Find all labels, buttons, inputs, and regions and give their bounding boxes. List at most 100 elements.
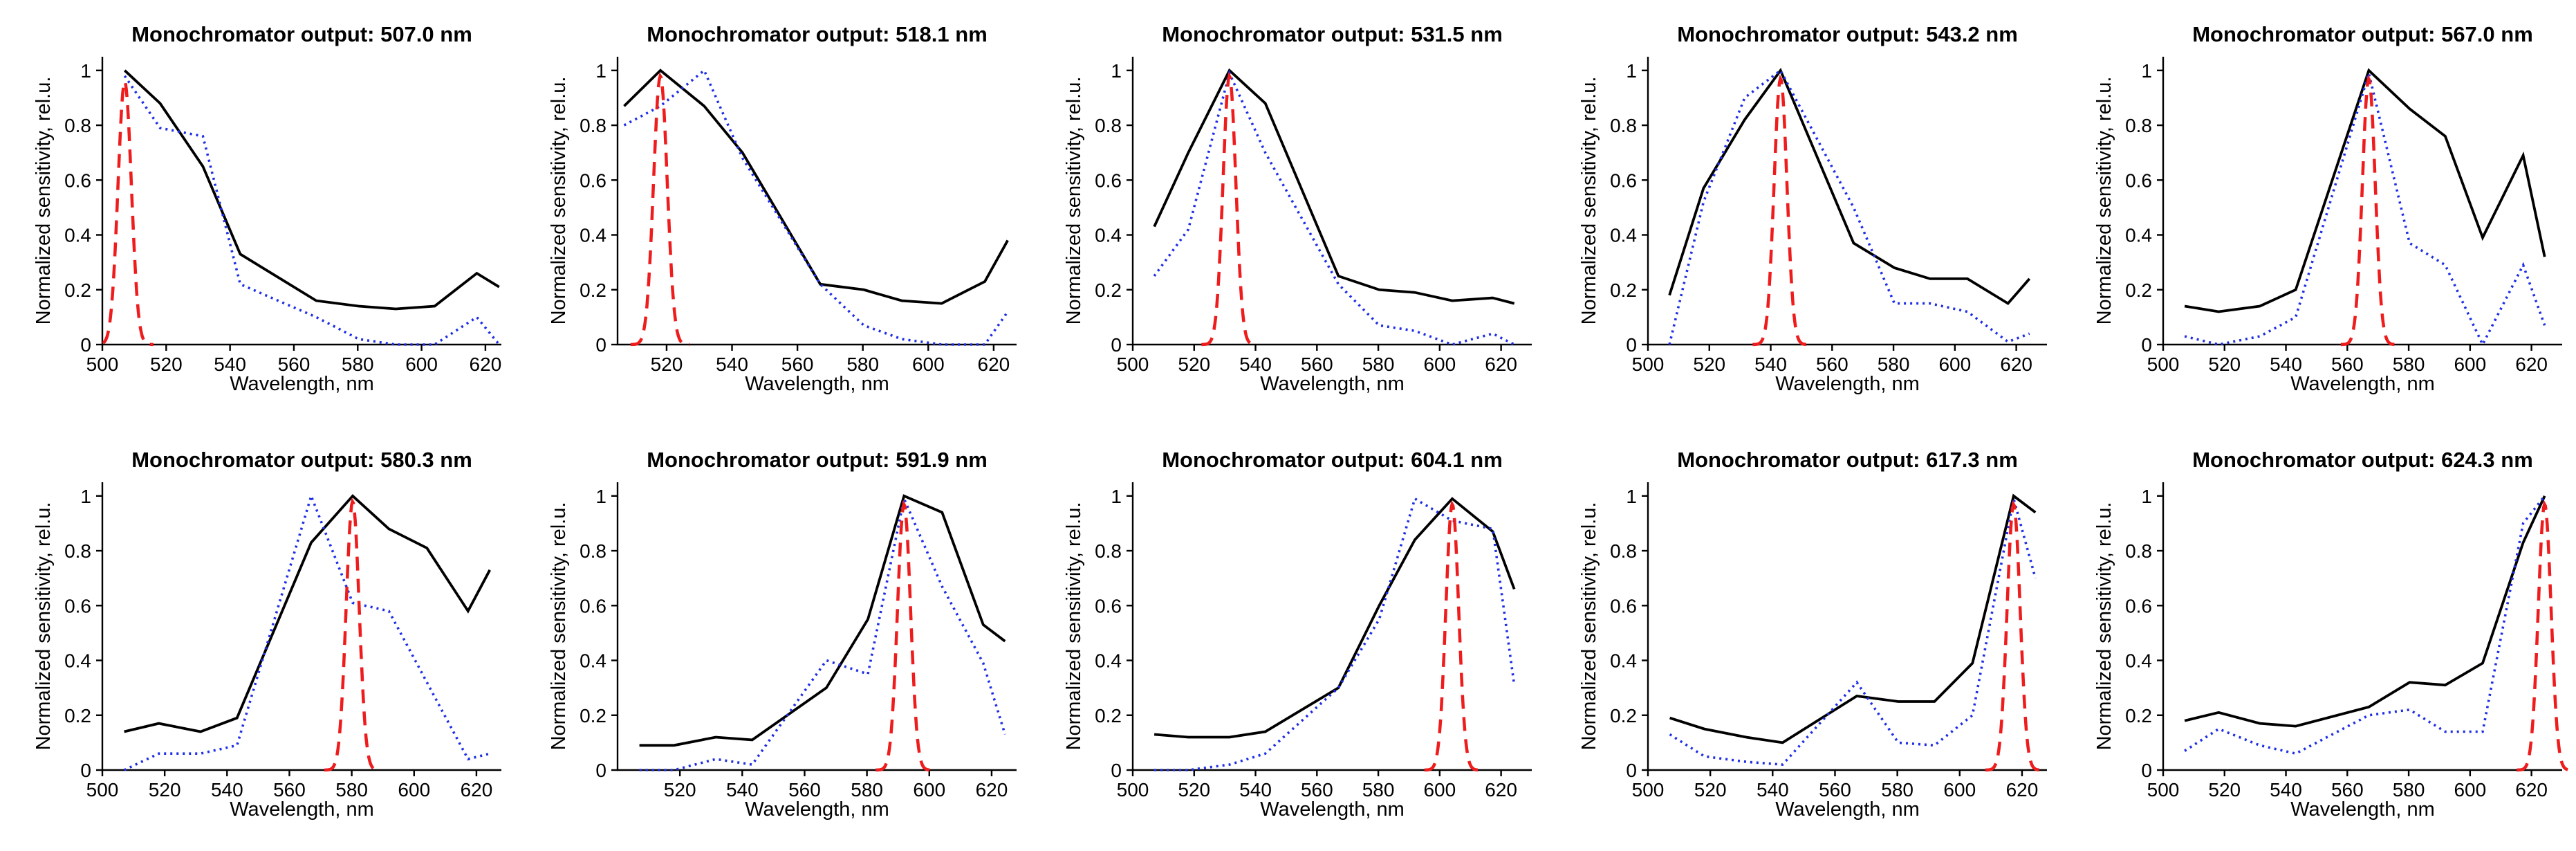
x-axis-label: Wavelength, nm [230, 798, 373, 821]
y-tick-label: 1 [2141, 486, 2152, 507]
solid-series-line [124, 494, 491, 733]
y-tick-label: 1 [1626, 60, 1637, 82]
x-tick-label: 580 [846, 354, 879, 375]
y-tick-label: 0.2 [580, 280, 606, 301]
monochromator-peak-line [875, 500, 932, 772]
x-tick-label: 600 [1423, 354, 1456, 375]
y-tick-label: 0 [1626, 760, 1637, 781]
x-tick-label: 540 [726, 779, 759, 800]
x-tick-label: 580 [335, 779, 368, 800]
y-tick-label: 0 [80, 334, 91, 356]
dotted-series-line [623, 68, 1009, 346]
x-tick-label: 560 [273, 779, 306, 800]
x-axis-label: Wavelength, nm [745, 373, 889, 395]
y-axis-label: Normalized sensitivity, rel.u. [1063, 502, 1085, 751]
x-tick-label: 620 [1485, 354, 1517, 375]
y-tick-label: 0.2 [1095, 280, 1122, 301]
x-tick-label: 580 [342, 354, 374, 375]
subplot-7: Monochromator output: 591.9 nm 0 0.2 0.4 0.6… [548, 448, 1017, 821]
axes-frame [2162, 482, 2562, 771]
subplot-title: Monochromator output: 567.0 nm [2192, 22, 2533, 46]
x-tick-label: 520 [150, 354, 183, 375]
y-tick-label: 0.8 [2125, 540, 2152, 562]
y-tick-label: 0.4 [1610, 650, 1637, 672]
solid-series-line [1153, 497, 1516, 739]
subplot-title: Monochromator output: 507.0 nm [131, 22, 472, 46]
y-tick-label: 0.8 [1095, 115, 1122, 136]
x-tick-label: 500 [86, 354, 119, 375]
dotted-series-line [1669, 498, 2037, 766]
x-tick-label: 620 [978, 354, 1010, 375]
x-tick-label: 620 [2006, 779, 2039, 800]
x-tick-label: 540 [1757, 779, 1789, 800]
axes-frame [101, 482, 501, 771]
x-tick-label: 560 [788, 779, 821, 800]
y-tick-label: 0 [80, 760, 91, 781]
y-axis-label: Normalized sensitivity, rel.u. [1578, 77, 1600, 325]
x-tick-label: 520 [149, 779, 181, 800]
x-tick-label: 620 [2000, 354, 2032, 375]
y-tick-label: 0.8 [64, 540, 91, 562]
x-axis-label: Wavelength, nm [2290, 798, 2434, 821]
y-tick-label: 0.8 [580, 115, 606, 136]
y-tick-label: 0.6 [2125, 595, 2152, 616]
y-tick-label: 0.6 [1610, 595, 1637, 616]
y-tick-label: 0.8 [1610, 540, 1637, 562]
subplot-3: Monochromator output: 531.5 nm 0 0.2 0.4 0.6… [1063, 22, 1532, 395]
monochromator-peak-line [1201, 71, 1257, 347]
x-axis-label: Wavelength, nm [230, 373, 373, 395]
x-tick-label: 560 [1816, 354, 1848, 375]
subplot-6: Monochromator output: 580.3 nm 0 0.2 0.4 0.6… [33, 448, 501, 821]
y-tick-label: 0.2 [64, 280, 91, 301]
x-tick-label: 580 [2393, 354, 2425, 375]
y-tick-label: 0.2 [1610, 280, 1637, 301]
subplot-5: Monochromator output: 567.0 nm 0 0.2 0.4 0.6… [2093, 22, 2562, 395]
x-tick-label: 500 [86, 779, 119, 800]
y-tick-label: 1 [595, 486, 606, 507]
x-tick-label: 540 [1239, 354, 1272, 375]
x-tick-label: 580 [2393, 779, 2425, 800]
x-tick-label: 580 [851, 779, 883, 800]
x-tick-label: 540 [1754, 354, 1787, 375]
y-tick-label: 0.4 [2125, 650, 2152, 672]
subplot-title: Monochromator output: 591.9 nm [647, 448, 988, 472]
solid-series-line [1669, 493, 2037, 744]
subplot-title: Monochromator output: 543.2 nm [1677, 22, 2018, 46]
y-tick-label: 0.8 [64, 115, 91, 136]
subplot-title: Monochromator output: 580.3 nm [131, 448, 472, 472]
y-tick-label: 0 [2141, 334, 2152, 356]
x-tick-label: 560 [278, 354, 311, 375]
solid-series-line [124, 69, 500, 311]
axes-frame [1647, 57, 2047, 346]
y-tick-label: 0 [1626, 334, 1637, 356]
y-axis-label: Normalized sensitivity, rel.u. [548, 77, 570, 325]
dotted-series-line [2184, 495, 2546, 756]
subplot-title: Monochromator output: 624.3 nm [2192, 448, 2533, 472]
x-tick-label: 520 [2208, 354, 2241, 375]
dotted-series-line [123, 492, 490, 771]
subplot-10: Monochromator output: 624.3 nm 0 0.2 0.4 0.6… [2093, 448, 2568, 821]
x-tick-label: 520 [1178, 354, 1210, 375]
x-tick-label: 500 [1632, 779, 1665, 800]
x-tick-label: 600 [1423, 779, 1456, 800]
x-tick-label: 560 [1819, 779, 1851, 800]
monochromator-peak-line [1985, 500, 2042, 772]
y-tick-label: 0.2 [580, 705, 606, 726]
x-tick-label: 620 [461, 779, 493, 800]
x-tick-label: 560 [781, 354, 814, 375]
y-tick-label: 1 [80, 60, 91, 82]
y-tick-label: 0 [595, 760, 606, 781]
y-tick-label: 0.2 [2125, 280, 2152, 301]
solid-series-line [2184, 495, 2546, 728]
x-tick-label: 580 [1362, 354, 1395, 375]
x-tick-label: 600 [2454, 354, 2486, 375]
subplot-9: Monochromator output: 617.3 nm 0 0.2 0.4 0.6… [1578, 448, 2047, 821]
x-tick-label: 540 [716, 354, 748, 375]
solid-series-line [1668, 67, 2031, 306]
x-tick-label: 520 [1178, 779, 1210, 800]
x-tick-label: 580 [1881, 779, 1914, 800]
y-tick-label: 0 [595, 334, 606, 356]
y-tick-label: 0.6 [580, 595, 606, 616]
y-tick-label: 0.2 [1095, 705, 1122, 726]
y-tick-label: 1 [1111, 60, 1122, 82]
